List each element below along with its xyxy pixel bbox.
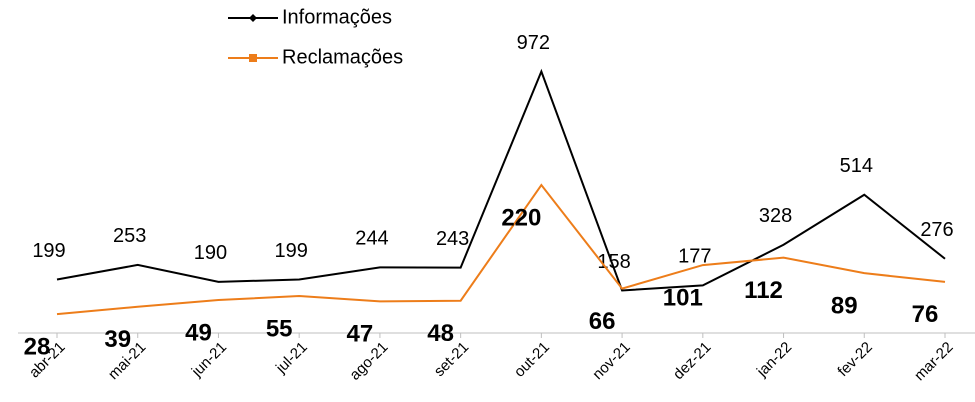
data-label: 76 xyxy=(912,301,939,328)
x-tick-label: nov-21 xyxy=(589,339,633,383)
data-label: 28 xyxy=(24,334,51,361)
data-label: 55 xyxy=(266,315,293,342)
x-tick-label: dez-21 xyxy=(670,339,714,383)
series-line xyxy=(56,183,946,316)
data-label: 48 xyxy=(427,320,454,347)
data-label: 101 xyxy=(663,284,703,311)
legend-label: Informações xyxy=(282,6,392,28)
data-label: 328 xyxy=(759,205,792,227)
x-tick-label: out-21 xyxy=(511,339,553,381)
data-label: 199 xyxy=(32,240,65,262)
legend-marker xyxy=(249,14,257,22)
data-label: 514 xyxy=(840,155,873,177)
x-tick-label: jul-21 xyxy=(272,339,311,378)
data-label: 253 xyxy=(113,225,146,247)
data-label: 190 xyxy=(194,242,227,264)
data-label: 972 xyxy=(517,32,550,54)
data-label: 220 xyxy=(501,204,541,231)
data-label: 243 xyxy=(436,228,469,250)
series-line xyxy=(56,68,946,292)
data-label: 276 xyxy=(920,219,953,241)
legend-label: Reclamações xyxy=(282,46,403,68)
x-tick-label: mar-22 xyxy=(911,339,957,385)
x-tick-label: jan-22 xyxy=(753,339,795,381)
data-label: 89 xyxy=(831,292,858,319)
data-label: 199 xyxy=(274,240,307,262)
data-label: 112 xyxy=(744,277,783,304)
data-label: 39 xyxy=(104,326,131,353)
x-tick-label: fev-22 xyxy=(834,339,876,381)
legend-marker xyxy=(249,54,257,62)
data-label: 244 xyxy=(355,228,388,250)
data-label: 49 xyxy=(185,319,212,346)
data-label: 66 xyxy=(589,308,616,335)
data-label: 47 xyxy=(347,321,374,348)
data-label: 177 xyxy=(678,246,711,268)
